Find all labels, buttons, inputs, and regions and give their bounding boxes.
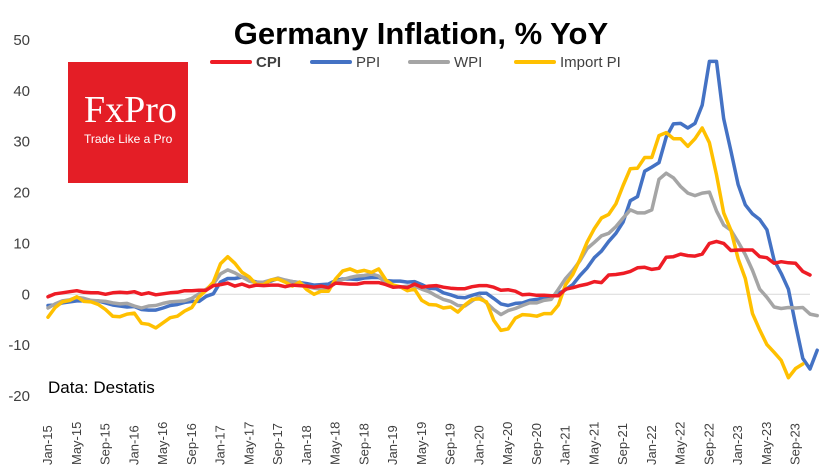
y-tick-label: -10 bbox=[8, 337, 30, 354]
fxpro-logo: FxPro Trade Like a Pro bbox=[68, 62, 188, 183]
x-tick-label: Sep-15 bbox=[98, 423, 113, 465]
series-line-wpi bbox=[46, 171, 819, 318]
x-tick-label: May-17 bbox=[241, 422, 256, 465]
x-tick-label: Jan-23 bbox=[730, 425, 745, 465]
x-tick-label: Sep-16 bbox=[184, 423, 199, 465]
x-tick-label: May-16 bbox=[155, 422, 170, 465]
x-tick-label: Jan-20 bbox=[471, 425, 486, 465]
x-tick-label: Sep-23 bbox=[788, 423, 803, 465]
legend-label: WPI bbox=[454, 54, 482, 71]
x-tick-label: Jan-18 bbox=[299, 425, 314, 465]
x-tick-label: May-23 bbox=[759, 422, 774, 465]
x-axis-tick-labels: Jan-15 May-15 Sep-15 Jan-16 May-16 Sep-16 Jan-… bbox=[40, 422, 803, 465]
logo-tagline: Trade Like a Pro bbox=[84, 132, 173, 146]
legend-label: CPI bbox=[256, 54, 281, 71]
y-axis-tick-labels: -20 -10 0 10 20 30 40 50 bbox=[8, 32, 30, 405]
legend-label: Import PI bbox=[560, 54, 621, 71]
y-tick-label: -20 bbox=[8, 388, 30, 405]
x-tick-label: May-15 bbox=[69, 422, 84, 465]
x-tick-label: Sep-21 bbox=[615, 423, 630, 465]
logo-brand: FxPro bbox=[84, 89, 177, 131]
x-tick-label: May-18 bbox=[328, 422, 343, 465]
logo-background bbox=[68, 62, 188, 183]
x-tick-label: May-20 bbox=[500, 422, 515, 465]
x-tick-label: Sep-19 bbox=[443, 423, 458, 465]
x-tick-label: Jan-15 bbox=[40, 425, 55, 465]
series-line-ppi bbox=[46, 59, 819, 371]
y-tick-label: 20 bbox=[13, 185, 30, 202]
x-tick-label: Jan-21 bbox=[558, 425, 573, 465]
x-tick-label: May-22 bbox=[673, 422, 688, 465]
series-line-cpi bbox=[46, 239, 812, 299]
x-tick-label: Jan-19 bbox=[385, 425, 400, 465]
x-tick-label: Jan-16 bbox=[126, 425, 141, 465]
legend: CPI PPI WPI Import PI bbox=[210, 54, 621, 71]
x-tick-label: Sep-20 bbox=[529, 423, 544, 465]
y-tick-label: 40 bbox=[13, 83, 30, 100]
x-tick-label: May-19 bbox=[414, 422, 429, 465]
y-tick-label: 30 bbox=[13, 134, 30, 151]
x-tick-label: Jan-17 bbox=[213, 425, 228, 465]
chart-title: Germany Inflation, % YoY bbox=[234, 16, 609, 51]
x-tick-label: Sep-18 bbox=[356, 423, 371, 465]
legend-label: PPI bbox=[356, 54, 380, 71]
series-layer bbox=[46, 59, 819, 380]
x-tick-label: Jan-22 bbox=[644, 425, 659, 465]
series-line-import-pi bbox=[46, 126, 805, 380]
x-tick-label: Sep-17 bbox=[270, 423, 285, 465]
y-tick-label: 0 bbox=[22, 286, 30, 303]
y-tick-label: 50 bbox=[13, 32, 30, 49]
x-tick-label: Sep-22 bbox=[701, 423, 716, 465]
x-tick-label: May-21 bbox=[586, 422, 601, 465]
source-note: Data: Destatis bbox=[48, 378, 155, 397]
y-tick-label: 10 bbox=[13, 235, 30, 252]
